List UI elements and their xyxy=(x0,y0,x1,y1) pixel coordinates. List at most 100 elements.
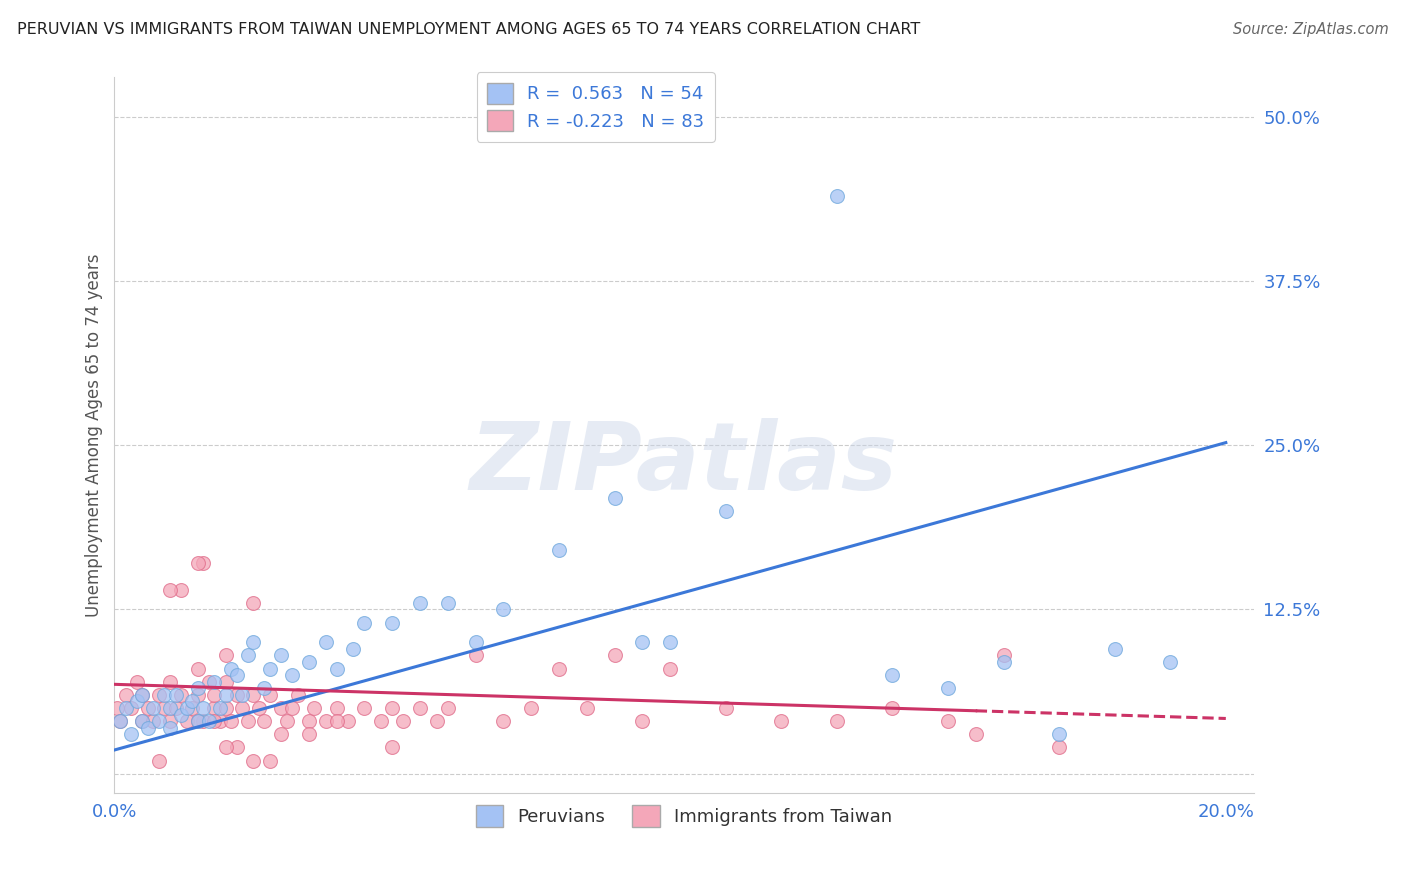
Point xyxy=(125,694,148,708)
Point xyxy=(231,701,253,715)
Point xyxy=(659,662,682,676)
Point xyxy=(225,740,247,755)
Point xyxy=(153,688,176,702)
Text: PERUVIAN VS IMMIGRANTS FROM TAIWAN UNEMPLOYMENT AMONG AGES 65 TO 74 YEARS CORREL: PERUVIAN VS IMMIGRANTS FROM TAIWAN UNEMP… xyxy=(17,22,920,37)
Point xyxy=(214,674,236,689)
Point xyxy=(242,596,264,610)
Point xyxy=(114,701,136,715)
Point xyxy=(204,688,226,702)
Point xyxy=(131,688,153,702)
Point xyxy=(125,674,148,689)
Point xyxy=(219,714,242,728)
Point xyxy=(304,701,326,715)
Point xyxy=(882,668,904,682)
Point xyxy=(464,635,486,649)
Point xyxy=(270,648,292,663)
Point xyxy=(353,615,375,630)
Point xyxy=(120,727,142,741)
Point xyxy=(276,714,298,728)
Point xyxy=(193,701,215,715)
Point xyxy=(437,596,460,610)
Point xyxy=(1047,727,1070,741)
Point xyxy=(176,714,198,728)
Point xyxy=(603,648,626,663)
Point xyxy=(204,701,226,715)
Point xyxy=(225,668,247,682)
Point xyxy=(298,714,321,728)
Point xyxy=(603,491,626,505)
Point xyxy=(392,714,415,728)
Point xyxy=(159,701,181,715)
Point xyxy=(342,641,364,656)
Point xyxy=(159,721,181,735)
Point xyxy=(187,714,209,728)
Point xyxy=(181,694,204,708)
Point xyxy=(714,701,737,715)
Point xyxy=(464,648,486,663)
Point xyxy=(198,674,221,689)
Point xyxy=(120,701,142,715)
Point xyxy=(409,596,432,610)
Point xyxy=(219,662,242,676)
Point xyxy=(214,648,236,663)
Point xyxy=(1104,641,1126,656)
Point xyxy=(131,688,153,702)
Point xyxy=(153,701,176,715)
Point xyxy=(825,188,848,202)
Point xyxy=(198,714,221,728)
Point xyxy=(193,557,215,571)
Point xyxy=(142,701,165,715)
Point xyxy=(287,688,309,702)
Point xyxy=(259,662,281,676)
Y-axis label: Unemployment Among Ages 65 to 74 years: Unemployment Among Ages 65 to 74 years xyxy=(86,253,103,617)
Point xyxy=(353,701,375,715)
Point xyxy=(170,707,193,722)
Point xyxy=(492,714,515,728)
Point xyxy=(270,727,292,741)
Point xyxy=(142,714,165,728)
Point xyxy=(131,714,153,728)
Point xyxy=(242,754,264,768)
Point xyxy=(548,662,571,676)
Point xyxy=(159,582,181,597)
Text: Source: ZipAtlas.com: Source: ZipAtlas.com xyxy=(1233,22,1389,37)
Point xyxy=(214,740,236,755)
Point xyxy=(253,714,276,728)
Point xyxy=(993,648,1015,663)
Point xyxy=(381,701,404,715)
Point xyxy=(325,701,347,715)
Point xyxy=(187,681,209,696)
Point xyxy=(659,635,682,649)
Point xyxy=(965,727,987,741)
Point xyxy=(236,648,259,663)
Point xyxy=(281,701,304,715)
Point xyxy=(165,701,187,715)
Point xyxy=(208,714,231,728)
Point xyxy=(214,701,236,715)
Point xyxy=(148,714,170,728)
Point xyxy=(170,688,193,702)
Point xyxy=(936,681,959,696)
Point xyxy=(242,635,264,649)
Point xyxy=(108,714,131,728)
Point xyxy=(170,582,193,597)
Point xyxy=(381,615,404,630)
Point xyxy=(631,714,654,728)
Point xyxy=(426,714,449,728)
Point xyxy=(298,727,321,741)
Point xyxy=(336,714,359,728)
Point xyxy=(259,688,281,702)
Point xyxy=(114,688,136,702)
Point xyxy=(204,674,226,689)
Point xyxy=(825,714,848,728)
Point xyxy=(187,688,209,702)
Point xyxy=(270,701,292,715)
Point xyxy=(1159,655,1181,669)
Point xyxy=(225,688,247,702)
Point xyxy=(936,714,959,728)
Point xyxy=(176,701,198,715)
Point xyxy=(770,714,793,728)
Point xyxy=(298,655,321,669)
Point xyxy=(253,681,276,696)
Point xyxy=(575,701,598,715)
